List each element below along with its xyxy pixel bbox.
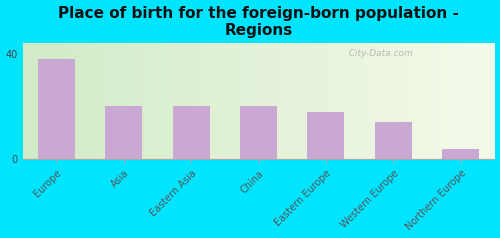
Bar (442, 149, 480, 159)
Bar (375, 122, 412, 159)
Bar (38, 59, 75, 159)
Bar (308, 112, 344, 159)
Text: City-Data.com: City-Data.com (344, 49, 413, 58)
Bar (240, 106, 277, 159)
Title: Place of birth for the foreign-born population -
Regions: Place of birth for the foreign-born popu… (58, 5, 459, 38)
Bar (172, 106, 210, 159)
Bar (105, 106, 142, 159)
